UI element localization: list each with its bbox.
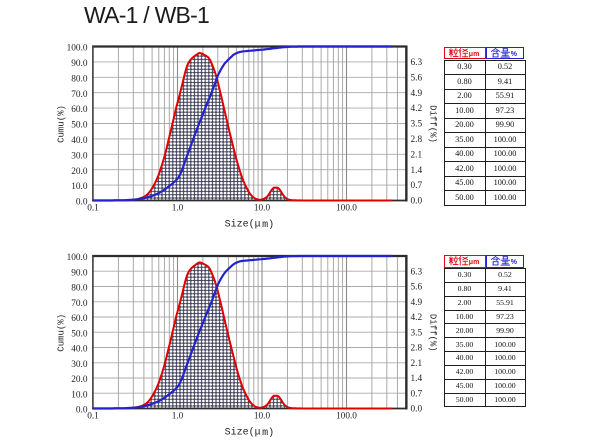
svg-text:0.1: 0.1 bbox=[87, 412, 99, 422]
svg-text:μm: μm bbox=[469, 51, 480, 58]
svg-text:%: % bbox=[511, 51, 518, 58]
svg-text:10.0: 10.0 bbox=[71, 390, 88, 400]
svg-text:Diff(%): Diff(%) bbox=[428, 105, 438, 143]
svg-text:1.0: 1.0 bbox=[172, 412, 184, 422]
svg-text:30.0: 30.0 bbox=[71, 360, 88, 370]
svg-text:80.0: 80.0 bbox=[71, 284, 88, 294]
svg-text:Size(μm): Size(μ m) bbox=[225, 219, 275, 231]
svg-text:100.0: 100.0 bbox=[336, 204, 357, 214]
svg-text:3.5: 3.5 bbox=[411, 328, 423, 338]
svg-text:Cumu(%): Cumu(%) bbox=[56, 105, 66, 143]
svg-text:0.0: 0.0 bbox=[76, 406, 88, 416]
svg-text:4.2: 4.2 bbox=[411, 313, 423, 323]
svg-text:20.0: 20.0 bbox=[71, 375, 88, 385]
svg-text:2.1: 2.1 bbox=[411, 359, 423, 369]
svg-text:μm: μm bbox=[469, 259, 480, 266]
svg-text:100.0: 100.0 bbox=[336, 412, 357, 422]
svg-text:30.0: 30.0 bbox=[71, 151, 88, 161]
svg-text:90.0: 90.0 bbox=[71, 59, 88, 69]
svg-text:70.0: 70.0 bbox=[71, 299, 88, 309]
svg-text:Cumu(%): Cumu(%) bbox=[56, 314, 66, 352]
svg-text:60.0: 60.0 bbox=[71, 314, 88, 324]
svg-text:Diff(%): Diff(%) bbox=[428, 314, 438, 352]
svg-text:1.0: 1.0 bbox=[172, 204, 184, 214]
svg-text:2.8: 2.8 bbox=[411, 135, 423, 145]
svg-text:50.0: 50.0 bbox=[71, 121, 88, 131]
svg-text:0.1: 0.1 bbox=[87, 204, 99, 214]
svg-text:4.9: 4.9 bbox=[411, 298, 423, 308]
svg-text:6.3: 6.3 bbox=[411, 267, 423, 277]
svg-text:10.0: 10.0 bbox=[254, 412, 271, 422]
svg-text:40.0: 40.0 bbox=[71, 136, 88, 146]
svg-text:90.0: 90.0 bbox=[71, 268, 88, 278]
svg-text:1.4: 1.4 bbox=[411, 374, 423, 384]
svg-text:4.2: 4.2 bbox=[411, 104, 423, 114]
svg-text:10.0: 10.0 bbox=[254, 204, 271, 214]
svg-text:1.4: 1.4 bbox=[411, 166, 423, 176]
svg-text:0.0: 0.0 bbox=[411, 405, 423, 415]
svg-text:10.0: 10.0 bbox=[71, 182, 88, 192]
svg-text:50.0: 50.0 bbox=[71, 329, 88, 339]
svg-text:2.8: 2.8 bbox=[411, 344, 423, 354]
svg-text:60.0: 60.0 bbox=[71, 105, 88, 115]
svg-text:100.0: 100.0 bbox=[67, 253, 88, 263]
svg-text:3.5: 3.5 bbox=[411, 120, 423, 130]
svg-text:%: % bbox=[511, 259, 518, 266]
svg-text:70.0: 70.0 bbox=[71, 90, 88, 100]
svg-text:5.6: 5.6 bbox=[411, 283, 423, 293]
svg-text:0.0: 0.0 bbox=[411, 197, 423, 207]
svg-text:0.7: 0.7 bbox=[411, 389, 423, 399]
svg-text:Size(μm): Size(μ m) bbox=[225, 427, 275, 439]
svg-text:5.6: 5.6 bbox=[411, 73, 423, 83]
svg-text:6.3: 6.3 bbox=[411, 58, 423, 68]
svg-text:40.0: 40.0 bbox=[71, 345, 88, 355]
svg-text:0.7: 0.7 bbox=[411, 181, 423, 191]
svg-text:0.0: 0.0 bbox=[76, 198, 88, 208]
svg-text:2.1: 2.1 bbox=[411, 150, 423, 160]
svg-text:80.0: 80.0 bbox=[71, 74, 88, 84]
svg-text:20.0: 20.0 bbox=[71, 167, 88, 177]
svg-text:100.0: 100.0 bbox=[67, 44, 88, 54]
svg-text:4.9: 4.9 bbox=[411, 89, 423, 99]
